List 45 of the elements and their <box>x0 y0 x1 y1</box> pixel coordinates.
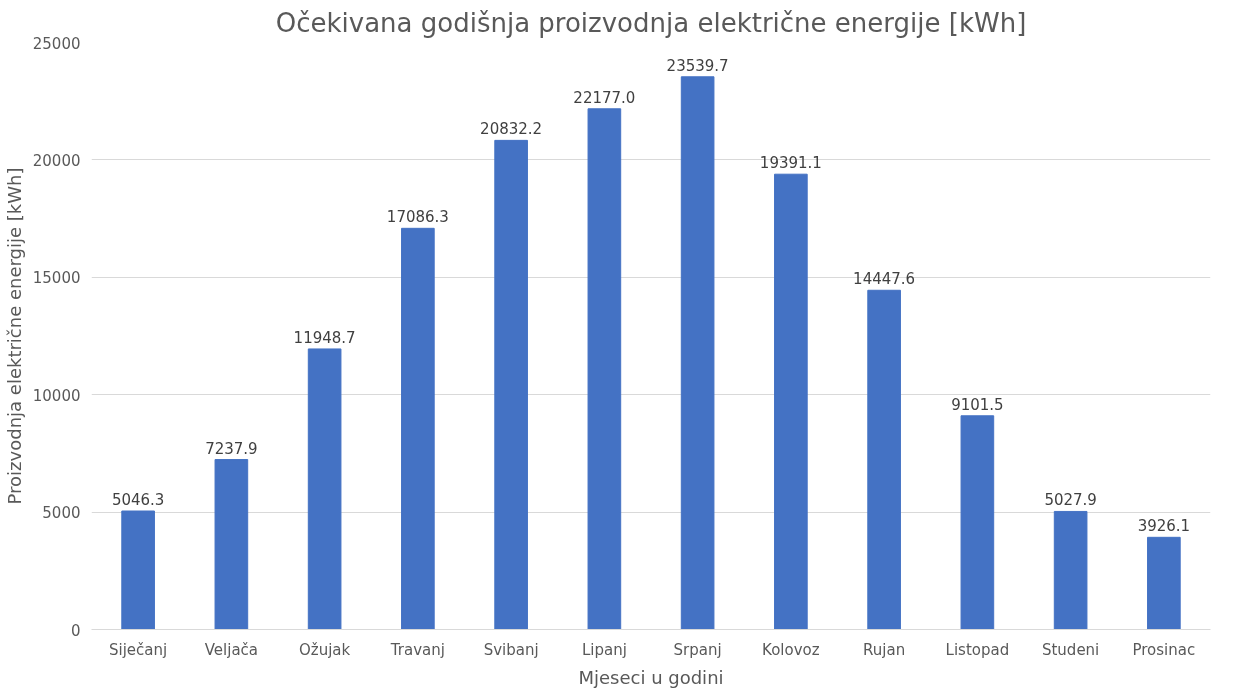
x-tick-label: Lipanj <box>581 640 627 659</box>
x-tick-label: Svibanj <box>483 640 539 659</box>
x-axis-title: Mjeseci u godini <box>578 666 724 688</box>
x-tick-label: Kolovoz <box>762 640 820 659</box>
bar <box>494 139 528 630</box>
x-tick-label: Srpanj <box>673 640 722 659</box>
x-tick-label: Veljača <box>204 640 259 659</box>
bar <box>121 510 155 630</box>
bar <box>960 415 995 630</box>
data-label: 22177.0 <box>573 88 636 107</box>
y-axis-title: Proizvodnja električne energije [kWh] <box>3 167 25 505</box>
bar <box>774 173 808 630</box>
x-tick-label: Studeni <box>1041 640 1100 659</box>
data-label: 7237.9 <box>205 439 258 458</box>
data-label: 19391.1 <box>759 154 822 173</box>
data-label: 23539.7 <box>666 56 729 75</box>
x-tick-label: Prosinac <box>1132 640 1196 659</box>
data-label: 20832.2 <box>480 120 543 139</box>
y-tick-label: 0 <box>70 621 81 640</box>
data-label: 3926.1 <box>1137 517 1191 536</box>
x-tick-label: Listopad <box>945 640 1010 659</box>
bar <box>307 348 342 630</box>
x-tick-label: Rujan <box>863 640 906 659</box>
bar <box>401 227 435 630</box>
bar <box>680 76 715 630</box>
data-label: 9101.5 <box>951 395 1004 414</box>
x-tick-label: Ožujak <box>299 640 351 659</box>
bar <box>867 289 901 630</box>
bar <box>214 459 249 630</box>
x-tick-label: Travanj <box>389 640 445 659</box>
bar <box>587 108 622 630</box>
y-tick-label: 5000 <box>42 504 81 523</box>
bar <box>1147 536 1181 630</box>
data-label: 11948.7 <box>293 328 356 347</box>
y-tick-label: 10000 <box>32 386 81 405</box>
data-label: 5046.3 <box>111 491 165 510</box>
data-label: 17086.3 <box>386 208 449 227</box>
x-tick-label: Siječanj <box>109 640 168 659</box>
y-tick-label: 25000 <box>32 34 81 53</box>
y-tick-label: 20000 <box>32 151 81 170</box>
data-label: 5027.9 <box>1044 491 1097 510</box>
chart-title: Očekivana godišnja proizvodnja električne energije [kWh] <box>275 7 1027 38</box>
bar <box>1053 510 1088 630</box>
y-tick-label: 15000 <box>32 269 81 288</box>
data-label: 14447.6 <box>853 270 916 289</box>
